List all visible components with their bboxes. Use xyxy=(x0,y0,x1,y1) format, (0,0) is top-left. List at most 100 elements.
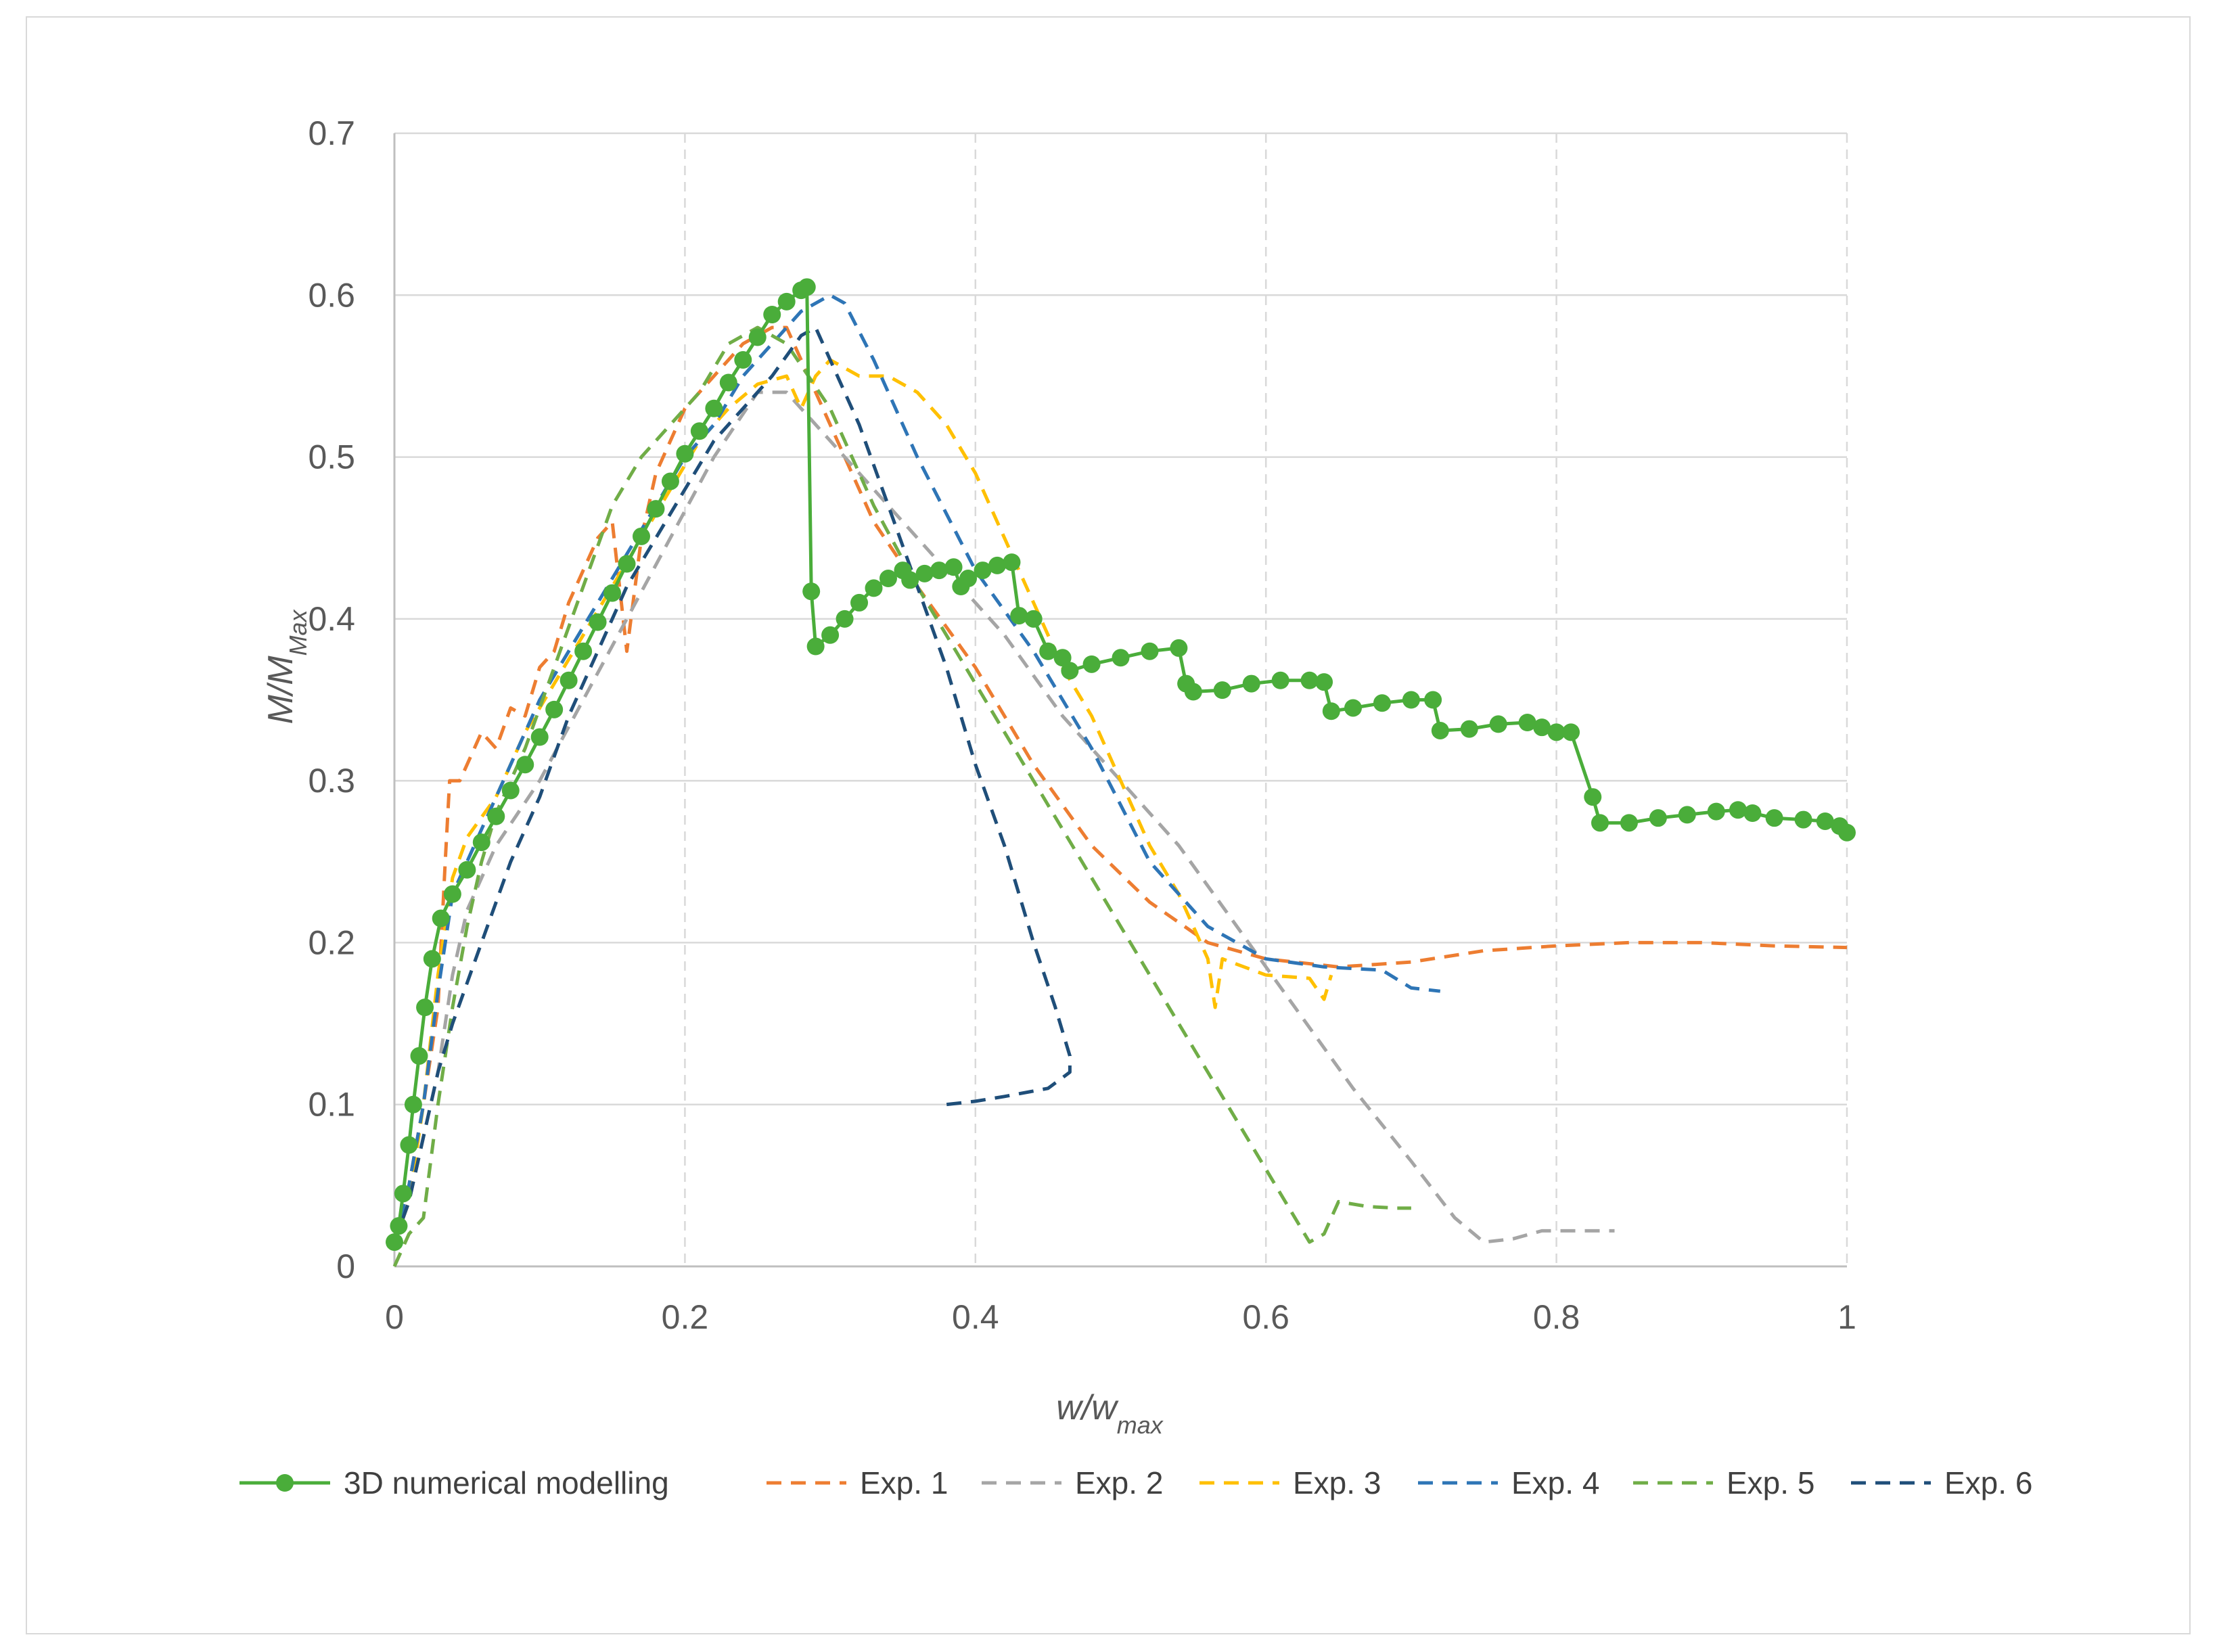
data-point xyxy=(487,807,505,825)
data-point xyxy=(1431,721,1449,739)
data-point xyxy=(777,292,796,311)
legend-label-exp-2: Exp. 2 xyxy=(1075,1465,1163,1500)
y-tick-label: 0.2 xyxy=(308,923,355,961)
data-point xyxy=(1547,723,1565,741)
data-point xyxy=(390,1217,408,1235)
series-line-3d-numerical-modelling xyxy=(392,285,1848,1243)
grid xyxy=(394,132,1848,1266)
data-point xyxy=(705,399,723,417)
legend-label-exp-4: Exp. 4 xyxy=(1511,1465,1599,1500)
data-point xyxy=(574,642,593,660)
data-point xyxy=(1729,801,1747,819)
data-point xyxy=(603,584,622,602)
data-point xyxy=(472,833,490,852)
data-point xyxy=(944,558,963,576)
data-point xyxy=(501,781,520,800)
series-line-exp-6 xyxy=(392,325,1072,1243)
data-point xyxy=(748,328,767,346)
data-point xyxy=(1460,720,1478,738)
data-point xyxy=(865,579,883,597)
data-point xyxy=(410,1047,428,1065)
data-point xyxy=(1678,806,1696,824)
data-point xyxy=(632,527,650,545)
y-tick-label: 0.4 xyxy=(308,600,355,638)
y-axis-label: M/MMax xyxy=(261,608,312,724)
data-point xyxy=(676,444,694,463)
data-point xyxy=(1620,814,1638,832)
data-point xyxy=(719,373,737,392)
x-tick-label: 0.4 xyxy=(952,1298,999,1336)
data-point xyxy=(1112,649,1130,667)
data-point xyxy=(1082,655,1101,673)
data-point xyxy=(589,613,607,631)
data-point xyxy=(690,422,708,440)
data-point xyxy=(930,561,948,580)
series-line-exp-2 xyxy=(392,390,1615,1244)
data-point xyxy=(1061,662,1079,680)
data-point xyxy=(798,278,816,296)
data-point xyxy=(432,909,450,927)
data-point xyxy=(386,1233,403,1252)
legend-label-exp-1: Exp. 1 xyxy=(860,1465,948,1500)
y-tick-label: 0.6 xyxy=(308,276,355,314)
legend-label-3d-numerical-modelling: 3D numerical modelling xyxy=(344,1465,669,1500)
data-point xyxy=(806,637,825,656)
data-point xyxy=(1184,683,1202,701)
y-axis-label-main: M/M xyxy=(261,656,300,725)
data-point xyxy=(530,728,549,746)
data-point xyxy=(1489,715,1507,733)
data-point xyxy=(959,570,978,588)
data-point xyxy=(1141,642,1159,660)
data-point xyxy=(1402,691,1420,709)
data-point xyxy=(618,555,636,573)
data-point xyxy=(545,700,564,718)
data-point xyxy=(988,556,1007,574)
data-point xyxy=(404,1095,422,1114)
data-point xyxy=(1816,812,1834,830)
data-point xyxy=(974,561,992,580)
x-axis-label-sub: max xyxy=(1117,1411,1164,1439)
data-point xyxy=(423,950,441,968)
data-point xyxy=(763,306,781,323)
x-axis-label-main: w/w xyxy=(1056,1388,1119,1427)
data-point xyxy=(1424,691,1442,709)
data-point xyxy=(1039,642,1057,660)
data-point xyxy=(647,500,665,518)
y-tick-label: 0.1 xyxy=(308,1086,355,1124)
x-axis-label: w/wmax xyxy=(1056,1388,1164,1439)
data-point xyxy=(1242,674,1260,693)
data-point xyxy=(879,570,897,588)
data-point xyxy=(915,564,934,582)
x-tick-label: 1 xyxy=(1837,1298,1856,1336)
data-point xyxy=(1271,671,1289,689)
series-group xyxy=(386,278,1856,1268)
data-point xyxy=(1053,649,1072,667)
data-point xyxy=(1765,809,1783,827)
x-tick-label: 0.6 xyxy=(1242,1298,1289,1336)
data-point xyxy=(400,1136,418,1154)
legend-label-exp-5: Exp. 5 xyxy=(1727,1465,1814,1500)
data-point xyxy=(1373,694,1391,712)
series-line-exp-5 xyxy=(392,325,1411,1268)
legend-label-exp-3: Exp. 3 xyxy=(1293,1465,1381,1500)
data-point xyxy=(1300,671,1319,689)
data-point xyxy=(1591,814,1609,832)
data-point xyxy=(836,610,854,628)
y-tick-label: 0.5 xyxy=(308,438,355,476)
data-point xyxy=(443,885,461,903)
data-point xyxy=(1315,673,1333,691)
legend: 3D numerical modelling Exp. 1 Exp. 2 Exp. 3… xyxy=(239,1465,2032,1500)
x-tick-label: 0.8 xyxy=(1533,1298,1580,1336)
data-point xyxy=(1562,723,1580,741)
data-point xyxy=(821,626,840,644)
data-point xyxy=(850,593,869,612)
data-point xyxy=(1533,718,1551,737)
figure-frame: 0 0.1 0.2 0.3 0.4 0.5 0.6 0.7 0 0.2 0.4 0.6 0.8 1 M/M… xyxy=(26,16,2191,1634)
data-point xyxy=(1584,788,1602,806)
data-point xyxy=(1794,810,1812,829)
series-line-exp-1 xyxy=(392,325,1848,1243)
chart: 0 0.1 0.2 0.3 0.4 0.5 0.6 0.7 0 0.2 0.4 0.6 0.8 1 M/M… xyxy=(239,114,2032,1500)
data-point xyxy=(559,671,578,689)
data-point xyxy=(1213,681,1231,699)
legend-label-exp-6: Exp. 6 xyxy=(1944,1465,2032,1500)
